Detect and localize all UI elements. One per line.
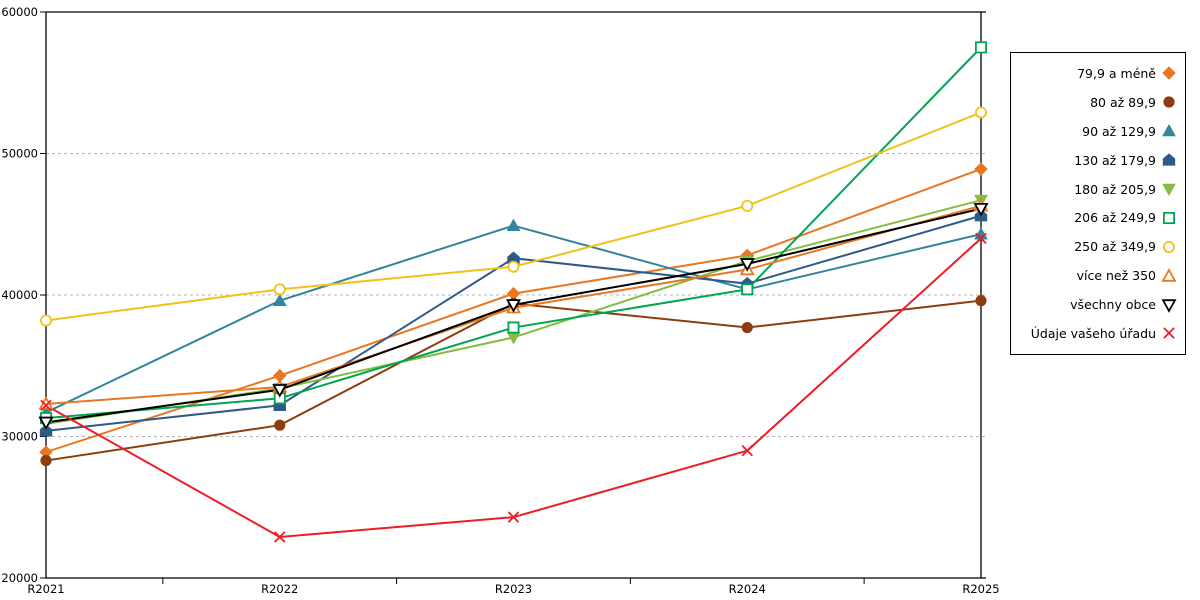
data-point-marker[interactable] (974, 162, 988, 176)
legend-item[interactable]: všechny obce (1015, 297, 1177, 313)
legend-item[interactable]: 79,9 a méně (1015, 65, 1177, 81)
data-point-marker[interactable] (741, 444, 753, 457)
legend-item-label: 90 až 129,9 (1082, 123, 1156, 139)
circle-marker-icon (1163, 240, 1175, 253)
legend-item[interactable]: více než 350 (1015, 267, 1177, 284)
legend-item-label: všechny obce (1070, 297, 1156, 313)
legend-item[interactable]: 130 až 179,9 (1015, 152, 1177, 168)
legend-item-label: Údaje vašeho úřadu (1030, 325, 1156, 341)
data-point-marker[interactable] (741, 321, 753, 334)
data-point-marker[interactable] (38, 416, 54, 431)
x-tick-label: R2022 (261, 582, 298, 596)
series-line-9 (45, 237, 982, 538)
data-point-marker[interactable] (506, 218, 521, 231)
data-point-marker[interactable] (505, 299, 522, 313)
data-point-marker[interactable] (741, 199, 754, 212)
triangle-up-marker-icon (1162, 124, 1176, 137)
y-tick-label: 30000 (1, 430, 38, 444)
data-point-marker[interactable] (272, 293, 287, 306)
data-point-marker[interactable] (274, 419, 286, 431)
y-tick-label: 20000 (1, 571, 38, 585)
data-point-marker[interactable] (975, 106, 987, 119)
data-point-marker[interactable] (273, 283, 286, 296)
y-tick-label: 40000 (1, 288, 38, 302)
legend-item[interactable]: 80 až 89,9 (1015, 94, 1177, 110)
legend-item[interactable]: 90 až 129,9 (1015, 123, 1177, 139)
legend-item-label: více než 350 (1076, 268, 1156, 284)
legend-item[interactable]: Údaje vašeho úřadu (1015, 325, 1177, 341)
data-point-marker[interactable] (975, 295, 987, 307)
data-point-marker[interactable] (507, 321, 520, 334)
legend-item-label: 130 až 179,9 (1074, 152, 1156, 168)
x-tick-label: R2021 (27, 582, 64, 596)
data-point-marker[interactable] (40, 314, 52, 327)
series-line-5 (45, 46, 982, 420)
data-point-marker[interactable] (739, 258, 755, 272)
data-point-marker[interactable] (975, 232, 987, 245)
data-point-marker[interactable] (40, 454, 52, 467)
triangle-down-marker-icon (1162, 183, 1176, 197)
x-tick-label: R2024 (729, 582, 766, 596)
data-point-marker[interactable] (975, 41, 987, 54)
series-line-8 (45, 207, 982, 424)
y-tick-label: 50000 (1, 147, 38, 161)
legend-item[interactable]: 206 až 249,9 (1015, 210, 1177, 226)
data-point-marker[interactable] (741, 283, 754, 296)
legend-item-label: 206 až 249,9 (1074, 210, 1156, 226)
square-marker-icon (1163, 211, 1175, 224)
circle-marker-icon (1163, 96, 1175, 108)
x-marker-icon (1163, 327, 1175, 340)
legend-item-label: 80 až 89,9 (1090, 94, 1156, 110)
data-point-marker[interactable] (973, 202, 989, 217)
legend-item-label: 180 až 205,9 (1074, 181, 1156, 197)
data-point-marker[interactable] (506, 286, 521, 301)
data-point-marker[interactable] (507, 511, 520, 523)
data-point-marker[interactable] (40, 399, 52, 412)
x-tick-label: R2025 (962, 582, 999, 596)
legend-item[interactable]: 250 až 349,9 (1015, 239, 1177, 255)
triangle-up-marker-icon (1161, 267, 1177, 282)
x-tick-label: R2023 (495, 582, 532, 596)
diamond-marker-icon (1162, 66, 1176, 81)
legend-item[interactable]: 180 až 205,9 (1015, 181, 1177, 197)
legend-item-label: 250 až 349,9 (1074, 239, 1156, 255)
pentagon-marker-icon (1162, 153, 1176, 166)
data-point-marker[interactable] (272, 384, 288, 398)
data-point-marker[interactable] (274, 531, 286, 543)
data-point-marker[interactable] (507, 260, 520, 273)
legend: 79,9 a méně 80 až 89,9 90 až 129,9 130 až 1… (1010, 52, 1186, 355)
y-tick-label: 60000 (1, 5, 38, 19)
legend-item-label: 79,9 a méně (1077, 65, 1156, 81)
triangle-down-marker-icon (1161, 298, 1177, 313)
